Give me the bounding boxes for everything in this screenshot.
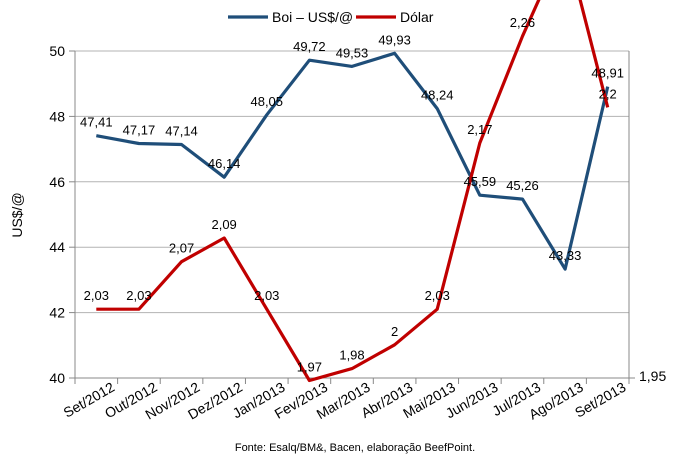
- data-label-dolar: 2,03: [254, 288, 279, 303]
- data-label-boi: 47,41: [80, 115, 113, 130]
- source-note: Fonte: Esalq/BM&, Bacen, elaboração Beef…: [235, 442, 475, 454]
- y-axis-label: US$/@: [9, 192, 25, 237]
- data-label-dolar: 2,26: [510, 15, 535, 30]
- data-label-dolar: 2,03: [425, 288, 450, 303]
- y-tick-label-50: 50: [49, 43, 65, 59]
- series-line-boi: [96, 51, 610, 271]
- series-line-dolar: [96, 0, 610, 383]
- data-labels: 47,41 47,17 47,14 46,14 48,05 49,72 49,53 49,93…: [80, 15, 624, 374]
- data-label-boi: 47,17: [123, 123, 156, 138]
- data-label-dolar: 2,2: [599, 86, 617, 101]
- data-label-boi: 48,05: [250, 94, 283, 109]
- data-label-boi: 49,93: [378, 32, 411, 47]
- data-label-dolar: 2,03: [84, 288, 109, 303]
- data-label-boi: 48,91: [591, 66, 624, 81]
- legend: Boi – US$/@ Dólar: [228, 9, 434, 25]
- legend-label-boi: Boi – US$/@: [272, 9, 353, 25]
- data-label-dolar: 2,03: [126, 288, 151, 303]
- data-label-dolar: 1,98: [339, 348, 364, 363]
- data-label-boi: 47,14: [165, 124, 198, 139]
- y-tick-label-46: 46: [49, 174, 65, 190]
- y-tick-label-42: 42: [49, 305, 65, 321]
- data-label-boi: 49,53: [336, 45, 369, 60]
- data-label-dolar: 2,07: [169, 241, 194, 256]
- data-label-boi: 49,72: [293, 39, 326, 54]
- data-label-boi: 48,24: [421, 88, 454, 103]
- data-label-boi: 43,33: [549, 248, 582, 263]
- data-label-dolar: 2,09: [211, 217, 236, 232]
- y-tick-label-48: 48: [49, 108, 65, 124]
- y-tick-label-40: 40: [49, 370, 65, 386]
- data-label-boi: 45,59: [464, 174, 497, 189]
- grid-lines: [75, 50, 629, 379]
- data-label-boi: 45,26: [506, 178, 539, 193]
- legend-label-dolar: Dólar: [400, 9, 434, 25]
- data-label-dolar: 1,97: [297, 359, 322, 374]
- y-tick-label-44: 44: [49, 239, 65, 255]
- data-label-dolar: 2,17: [467, 122, 492, 137]
- y2-tick-label-1-95: 1,95: [639, 368, 666, 384]
- data-label-boi: 46,14: [208, 156, 241, 171]
- data-label-dolar: 2: [391, 324, 398, 339]
- series-lines: [96, 0, 610, 383]
